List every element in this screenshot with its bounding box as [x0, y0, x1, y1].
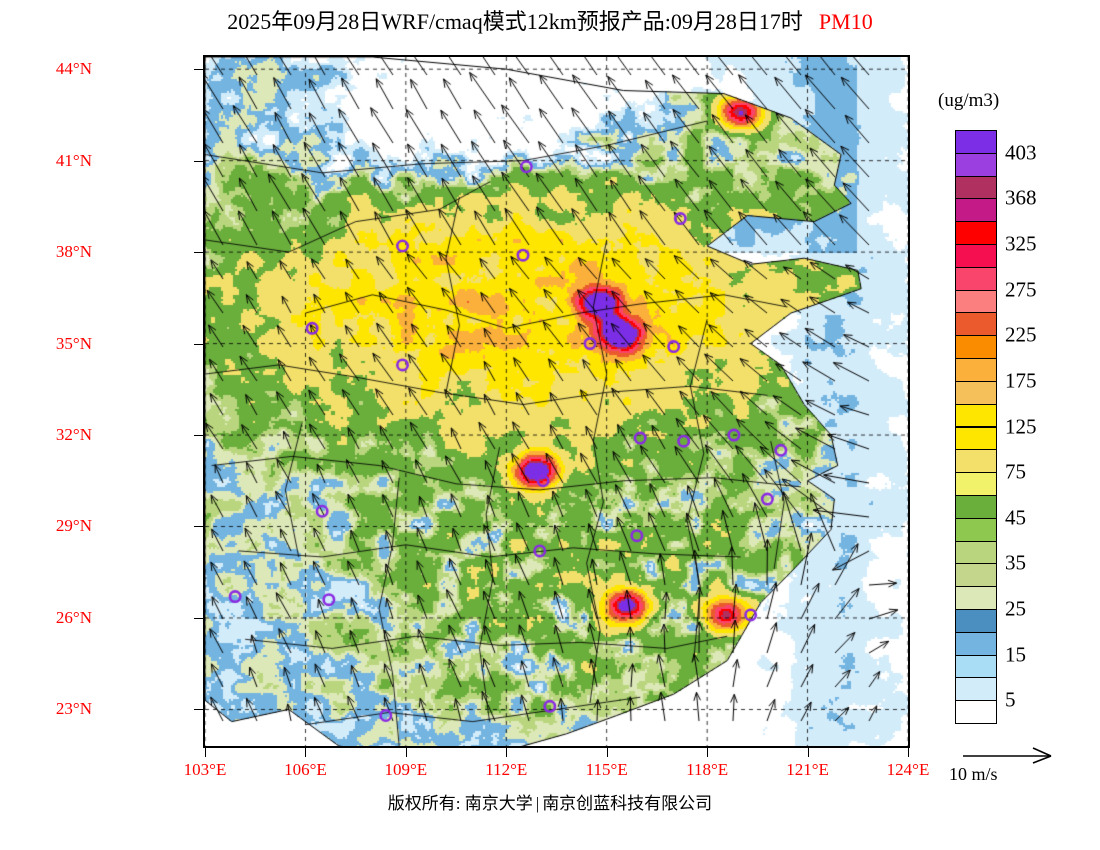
- colorbar-unit-label: (ug/m3): [938, 90, 1000, 111]
- forecast-map-plot[interactable]: [203, 55, 910, 748]
- colorbar-band[interactable]: [955, 563, 997, 588]
- colorbar-band[interactable]: [955, 631, 997, 656]
- x-axis-tick: [405, 748, 407, 757]
- x-axis-label: 124°E: [886, 760, 930, 779]
- x-axis-tick: [606, 748, 608, 757]
- y-axis-label: 26°N: [55, 607, 92, 627]
- y-axis-label: 41°N: [55, 150, 92, 170]
- title-pollutant: PM10: [818, 9, 873, 34]
- colorbar-tick-label: 45: [1005, 505, 1026, 530]
- x-axis-label: 121°E: [786, 760, 829, 779]
- y-axis-label: 38°N: [55, 242, 92, 262]
- colorbar-tick-label: 15: [1005, 642, 1026, 667]
- colorbar-tick-label: 175: [1005, 368, 1037, 393]
- x-axis-tick: [908, 748, 909, 757]
- x-axis-tick: [707, 748, 709, 757]
- colorbar-band[interactable]: [955, 449, 997, 474]
- y-axis-label: 29°N: [55, 516, 92, 536]
- colorbar-band[interactable]: [955, 426, 997, 451]
- x-axis-tick: [807, 748, 809, 757]
- colorbar[interactable]: [955, 130, 997, 724]
- colorbar-band[interactable]: [955, 152, 997, 177]
- colorbar-band[interactable]: [955, 586, 997, 610]
- x-axis-tick: [506, 748, 508, 757]
- y-axis-tick: [194, 709, 203, 711]
- wind-scale-legend: 10 m/s: [949, 744, 1075, 790]
- wind-arrow-icon: [963, 747, 1052, 764]
- colorbar-band[interactable]: [955, 175, 997, 200]
- colorbar-band[interactable]: [955, 494, 997, 519]
- colorbar-tick-label: 75: [1005, 459, 1026, 484]
- colorbar-tick-label: 25: [1005, 596, 1026, 621]
- y-axis-tick: [194, 252, 203, 254]
- colorbar-tick-label: 368: [1005, 185, 1037, 210]
- x-axis-label: 106°E: [284, 760, 327, 779]
- colorbar-band[interactable]: [955, 517, 997, 542]
- y-axis-tick: [194, 435, 203, 437]
- colorbar-band[interactable]: [955, 289, 997, 314]
- colorbar-band[interactable]: [955, 130, 997, 154]
- colorbar-tick-label: 225: [1005, 322, 1037, 347]
- y-axis-tick: [194, 69, 203, 71]
- y-axis-label: 35°N: [55, 333, 92, 353]
- colorbar-band[interactable]: [955, 472, 997, 496]
- colorbar-band[interactable]: [955, 244, 997, 268]
- colorbar-tick-label: 403: [1005, 140, 1037, 165]
- y-axis-label: 32°N: [55, 425, 92, 445]
- x-axis-label: 115°E: [585, 760, 628, 779]
- y-axis-tick: [194, 160, 203, 162]
- colorbar-band[interactable]: [955, 335, 997, 360]
- x-axis-label: 109°E: [384, 760, 428, 779]
- colorbar-tick-label: 325: [1005, 231, 1037, 256]
- colorbar-band[interactable]: [955, 312, 997, 337]
- y-axis-label: 23°N: [55, 699, 92, 719]
- copyright-separator: |: [535, 794, 540, 813]
- colorbar-band[interactable]: [955, 540, 997, 565]
- y-axis-tick: [194, 343, 203, 345]
- colorbar-tick-label: 5: [1005, 687, 1016, 712]
- x-axis-label: 118°E: [686, 760, 729, 779]
- x-axis-tick: [205, 748, 206, 757]
- colorbar-band[interactable]: [955, 221, 997, 246]
- wind-scale-label: 10 m/s: [949, 764, 998, 784]
- colorbar-band[interactable]: [955, 403, 997, 428]
- y-axis-tick: [194, 526, 203, 528]
- title-main: 2025年09月28日WRF/cmaq模式12km预报产品:09月28日17时: [227, 9, 803, 34]
- x-axis-label: 103°E: [183, 760, 227, 779]
- colorbar-band[interactable]: [955, 380, 997, 405]
- y-axis-label: 44°N: [55, 59, 92, 79]
- colorbar-tick-label: 35: [1005, 550, 1026, 575]
- copyright-owner: 版权所有: 南京大学: [387, 794, 533, 813]
- colorbar-band[interactable]: [955, 608, 997, 633]
- colorbar-band[interactable]: [955, 677, 997, 702]
- x-axis-tick: [305, 748, 307, 757]
- y-axis-tick: [194, 617, 203, 619]
- colorbar-band[interactable]: [955, 266, 997, 291]
- colorbar-tick-label: 125: [1005, 414, 1037, 438]
- colorbar-band[interactable]: [955, 198, 997, 223]
- copyright: 版权所有: 南京大学 | 南京创蓝科技有限公司: [0, 789, 1100, 814]
- page-title: 2025年09月28日WRF/cmaq模式12km预报产品:09月28日17时 P…: [0, 4, 1100, 36]
- colorbar-tick-label: 275: [1005, 277, 1037, 302]
- pm10-contour-canvas: [205, 57, 908, 746]
- colorbar-band[interactable]: [955, 654, 997, 679]
- copyright-company: 南京创蓝科技有限公司: [542, 794, 713, 813]
- colorbar-band[interactable]: [955, 358, 997, 382]
- x-axis-label: 112°E: [485, 760, 528, 779]
- colorbar-band[interactable]: [955, 700, 997, 724]
